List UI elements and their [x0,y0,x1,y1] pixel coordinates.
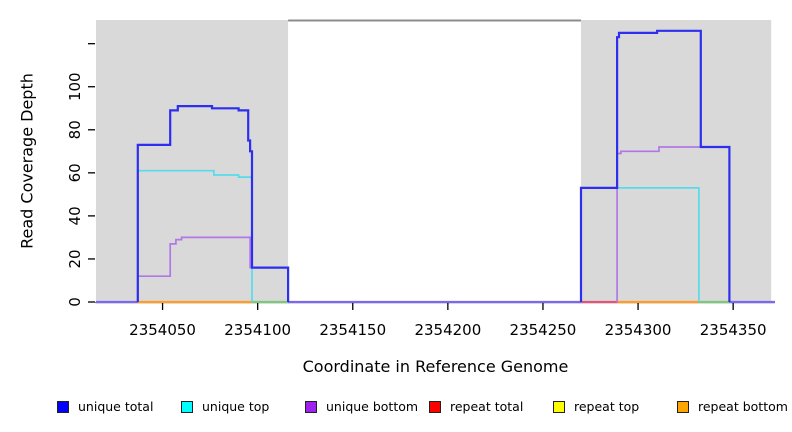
legend-label: repeat total [450,399,524,414]
legend-label: repeat top [574,399,640,414]
legend-swatch-icon [553,400,565,413]
series-line-unique-top [136,169,253,302]
x-tick-label: 2354150 [319,321,386,339]
x-axis-title: Coordinate in Reference Genome [302,357,569,376]
x-tick-label: 2354250 [510,321,577,339]
y-tick-label: 80 [66,120,84,139]
y-tick-label: 60 [66,163,84,182]
legend-item-unique-top: unique top [181,399,269,414]
legend-item-repeat-top: repeat top [553,399,639,414]
y-tick-label: 100 [66,72,84,101]
legend-item-repeat-total: repeat total [429,399,523,414]
series-line-unique-total [136,104,290,302]
legend-label: unique total [78,399,154,414]
legend-label: unique bottom [326,399,419,414]
legend-swatch-icon [677,400,689,413]
series-line-unique-total [579,29,731,302]
legend: unique total unique top unique bottom repea… [0,399,792,421]
y-tick-label: 40 [66,206,84,225]
legend-swatch-icon [429,400,441,413]
legend-swatch-icon [181,400,193,413]
legend-label: unique top [202,399,270,414]
y-tick-label: 0 [66,297,84,307]
x-tick-label: 2354100 [224,321,291,339]
legend-item-repeat-bottom: repeat bottom [677,399,788,414]
unique-region-left [96,20,289,302]
legend-item-unique-total: unique total [57,399,153,414]
x-tick-label: 2354050 [129,321,196,339]
legend-swatch-icon [57,400,69,413]
unique-region-right [581,20,772,302]
legend-item-unique-bottom: unique bottom [305,399,418,414]
legend-label: repeat bottom [698,399,788,414]
y-tick-label: 20 [66,249,84,268]
y-axis-title: Read Coverage Depth [17,73,37,249]
legend-swatch-icon [305,400,317,413]
x-tick-label: 2354300 [605,321,672,339]
x-tick-label: 2354350 [700,321,767,339]
x-tick-label: 2354200 [414,321,481,339]
